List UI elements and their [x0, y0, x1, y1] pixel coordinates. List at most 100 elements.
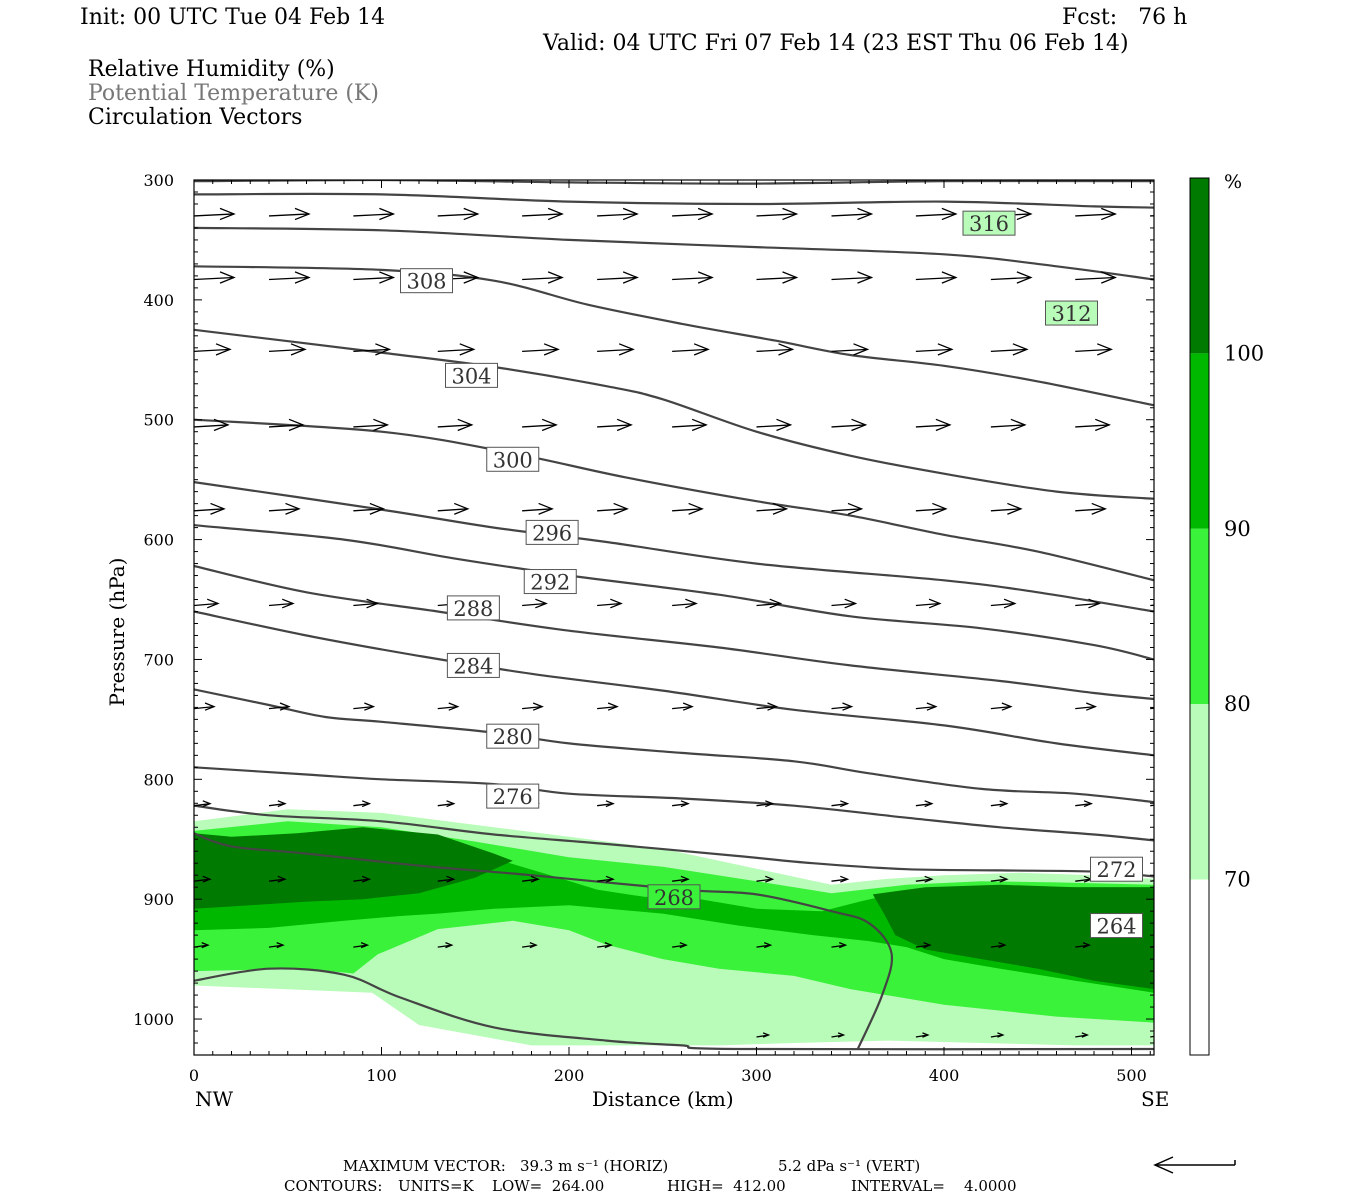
colorbar-segment: [1190, 879, 1209, 1055]
circulation-vector: [1075, 271, 1118, 284]
circulation-vector: [831, 502, 864, 515]
circulation-vector: [831, 343, 870, 356]
circulation-vector: [1150, 350, 1154, 353]
svg-text:296: 296: [532, 521, 572, 545]
circulation-vector: [1150, 707, 1154, 710]
footer-contours-label: CONTOURS:: [284, 1177, 383, 1195]
circulation-vector: [915, 598, 942, 609]
circulation-vector: [597, 702, 619, 711]
svg-text:268: 268: [654, 886, 694, 910]
svg-text:276: 276: [493, 785, 533, 809]
circulation-vector: [990, 702, 1013, 711]
plot-frame: [193, 179, 1155, 1056]
theta-contour-label: 316: [962, 210, 1016, 236]
circulation-vector: [353, 418, 390, 432]
colorbar-segment: [1190, 528, 1209, 705]
circulation-vector: [597, 418, 633, 432]
circulation-vector: [1075, 598, 1102, 609]
circulation-vector: [194, 598, 220, 609]
footer-units: UNITS=K: [398, 1177, 474, 1195]
circulation-vector: [756, 418, 793, 432]
svg-text:308: 308: [406, 270, 446, 294]
circulation-vector: [597, 598, 623, 609]
x-tick-label: 400: [929, 1066, 960, 1085]
circulation-vector: [756, 702, 779, 711]
theta-contour-312: [194, 192, 1154, 209]
circulation-vector: [990, 598, 1017, 609]
circulation-vector: [194, 207, 236, 221]
circulation-vector: [597, 343, 635, 356]
circulation-vector: [1075, 207, 1118, 221]
circulation-vector: [831, 800, 850, 808]
circulation-vector: [672, 598, 698, 609]
y-tick-label: 1000: [133, 1010, 174, 1029]
svg-text:312: 312: [1051, 302, 1091, 326]
circulation-vector: [437, 875, 456, 883]
theta-contour-296: [194, 418, 1154, 582]
circulation-vector: [353, 598, 380, 609]
x-tick-label: 200: [554, 1066, 585, 1085]
circulation-vector: [831, 702, 854, 711]
circulation-vector: [990, 875, 1009, 883]
circulation-vector: [672, 418, 708, 432]
svg-text:300: 300: [493, 448, 533, 472]
svg-text:288: 288: [453, 597, 493, 621]
colorbar-tick-label: 100: [1224, 341, 1264, 365]
circulation-vector: [194, 875, 212, 883]
legend-theta-label: Potential Temperature (K): [88, 81, 379, 106]
circulation-vector: [1075, 1032, 1090, 1038]
rh-shading-layer: [194, 809, 1154, 1046]
footer-interval: INTERVAL= 4.0000: [851, 1177, 1017, 1195]
circulation-vector: [672, 800, 690, 808]
footer-low: LOW= 264.00: [492, 1177, 605, 1195]
circulation-vector: [915, 271, 958, 284]
circulation-vector: [756, 1032, 771, 1038]
theta-contour-308: [194, 226, 1154, 281]
circulation-vector: [756, 502, 789, 515]
y-tick-label: 600: [143, 531, 174, 550]
circulation-vector: [831, 1032, 846, 1038]
circulation-vector: [597, 271, 639, 284]
x-tick-label: 500: [1116, 1066, 1147, 1085]
svg-text:272: 272: [1096, 858, 1136, 882]
theta-contour-284: [194, 564, 1154, 701]
x-tick-label: 300: [741, 1066, 772, 1085]
theta-contour-label: 312: [1045, 300, 1098, 326]
theta-contour-label: 280: [486, 723, 540, 749]
theta-contour-300: [194, 328, 1154, 500]
circulation-vector: [268, 343, 307, 356]
circulation-vector: [915, 875, 934, 883]
colorbar-tick-label: 80: [1224, 692, 1251, 716]
circulation-vector: [1150, 215, 1154, 217]
theta-contour-label: 284: [446, 652, 500, 678]
colorbar-segment: [1190, 704, 1209, 880]
circulation-vector: [353, 800, 372, 808]
svg-text:292: 292: [530, 571, 570, 595]
x-axis-nw-label: NW: [195, 1087, 234, 1111]
circulation-vector: [353, 343, 392, 356]
circulation-vector: [915, 343, 954, 356]
circulation-vector: [1150, 880, 1154, 882]
theta-contour-label: 300: [486, 446, 540, 472]
theta-contour-label: 268: [647, 884, 701, 910]
colorbar-tick-label: 90: [1224, 517, 1251, 541]
legend-rh-label: Relative Humidity (%): [88, 57, 335, 82]
rh-region-100-3: [194, 827, 513, 909]
circulation-vector: [990, 343, 1029, 356]
circulation-vector: [268, 702, 291, 711]
legend-vectors-label: Circulation Vectors: [88, 105, 303, 130]
circulation-vector: [353, 207, 396, 221]
circulation-vector: [353, 941, 370, 949]
circulation-vector: [522, 271, 564, 284]
circulation-vector: [831, 598, 858, 609]
circulation-vector: [915, 800, 934, 808]
circulation-vector: [597, 800, 615, 808]
x-tick-label: 0: [189, 1066, 199, 1085]
circulation-vector: [268, 207, 311, 221]
circulation-vector: [672, 875, 690, 883]
footer-max-vector-label: MAXIMUM VECTOR:: [343, 1157, 506, 1175]
colorbar-tick-label: 70: [1224, 868, 1251, 892]
circulation-vector: [990, 271, 1033, 284]
circulation-vector: [597, 875, 615, 883]
